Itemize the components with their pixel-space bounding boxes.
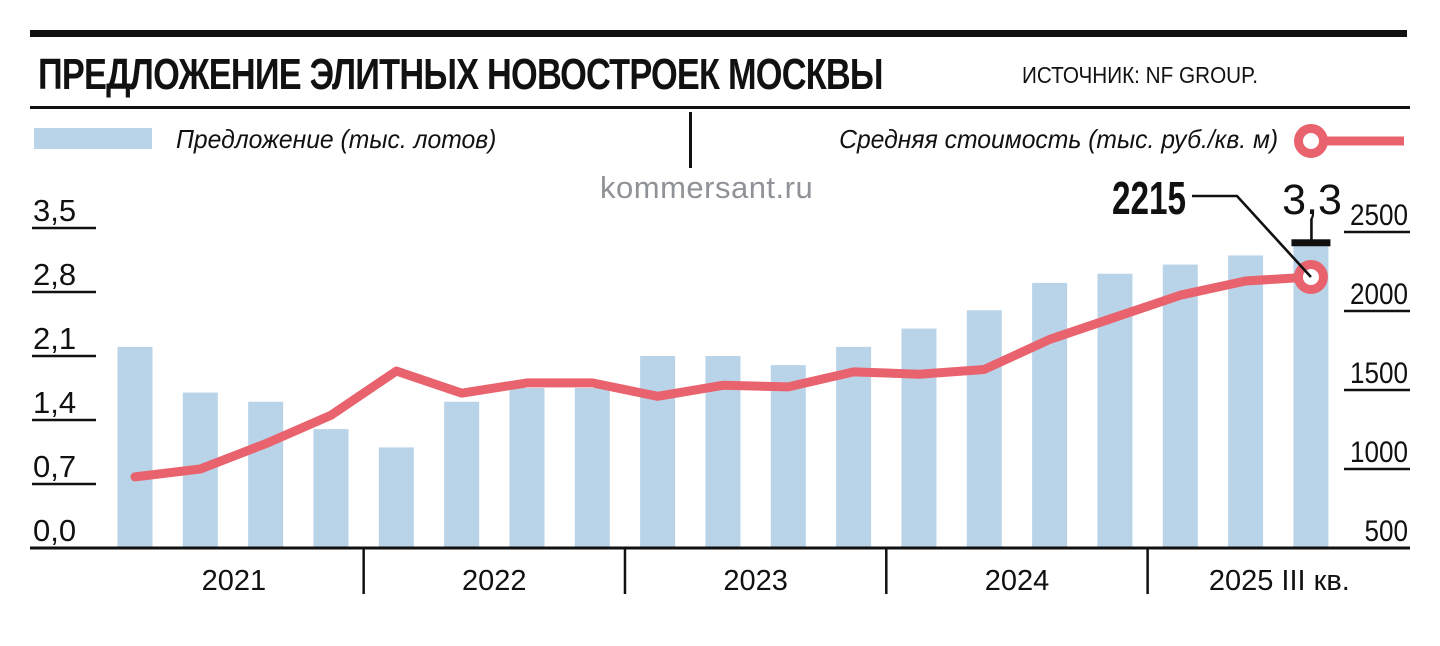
x-group-label: 2021 (202, 565, 267, 597)
right-tick-label: 500 (1365, 515, 1409, 548)
bar (1032, 282, 1068, 548)
legend-bars-label: Предложение (тыс. лотов) (176, 124, 497, 154)
source-label: ИСТОЧНИК: NF GROUP. (1022, 62, 1259, 88)
bar (640, 356, 676, 548)
legend-line-ring (1294, 124, 1328, 158)
right-tick-label: 2500 (1350, 199, 1408, 232)
bar (901, 328, 937, 548)
bar (1228, 255, 1264, 548)
left-tick-label: 2,8 (33, 257, 76, 292)
bar (444, 401, 480, 548)
bar (966, 310, 1002, 548)
x-group-label: 2022 (462, 565, 527, 597)
bar (509, 388, 545, 548)
bar (248, 401, 284, 548)
legend-divider (689, 112, 692, 168)
bar (1293, 246, 1329, 549)
bar (770, 365, 806, 548)
x-group-label: 2025 III кв. (1209, 565, 1350, 597)
bar (117, 346, 153, 548)
left-tick-label: 1,4 (33, 385, 76, 420)
right-tick-label: 2000 (1350, 278, 1408, 311)
watermark: kommersant.ru (600, 170, 814, 205)
right-tick-label: 1000 (1350, 436, 1408, 469)
left-tick-label: 0,7 (33, 449, 76, 484)
left-tick-label: 0,0 (33, 513, 76, 548)
left-tick-label: 2,1 (33, 321, 76, 356)
header-rule (30, 106, 1410, 109)
bar (378, 447, 414, 548)
x-group-label: 2023 (723, 565, 788, 597)
bar (574, 388, 610, 548)
price-callout-value: 2215 (1112, 172, 1186, 224)
last-bar-cap (1291, 239, 1331, 247)
legend-bar-swatch (34, 128, 152, 149)
right-tick-label: 1500 (1350, 357, 1408, 390)
bar (1162, 264, 1198, 548)
left-tick-label: 3,5 (33, 193, 76, 228)
legend-line-label: Средняя стоимость (тыс. руб./кв. м) (838, 124, 1278, 154)
price-line (130, 272, 1316, 482)
top-rule (30, 30, 1407, 37)
bar (313, 429, 349, 548)
price-callout-leader (1192, 194, 1312, 278)
supply-callout-value: 3,3 (1282, 176, 1342, 224)
page-title: ПРЕДЛОЖЕНИЕ ЭЛИТНЫХ НОВОСТРОЕК МОСКВЫ (38, 50, 883, 99)
line-marker-icon (1294, 124, 1404, 158)
bar (836, 346, 872, 548)
x-group-label: 2024 (985, 565, 1050, 597)
